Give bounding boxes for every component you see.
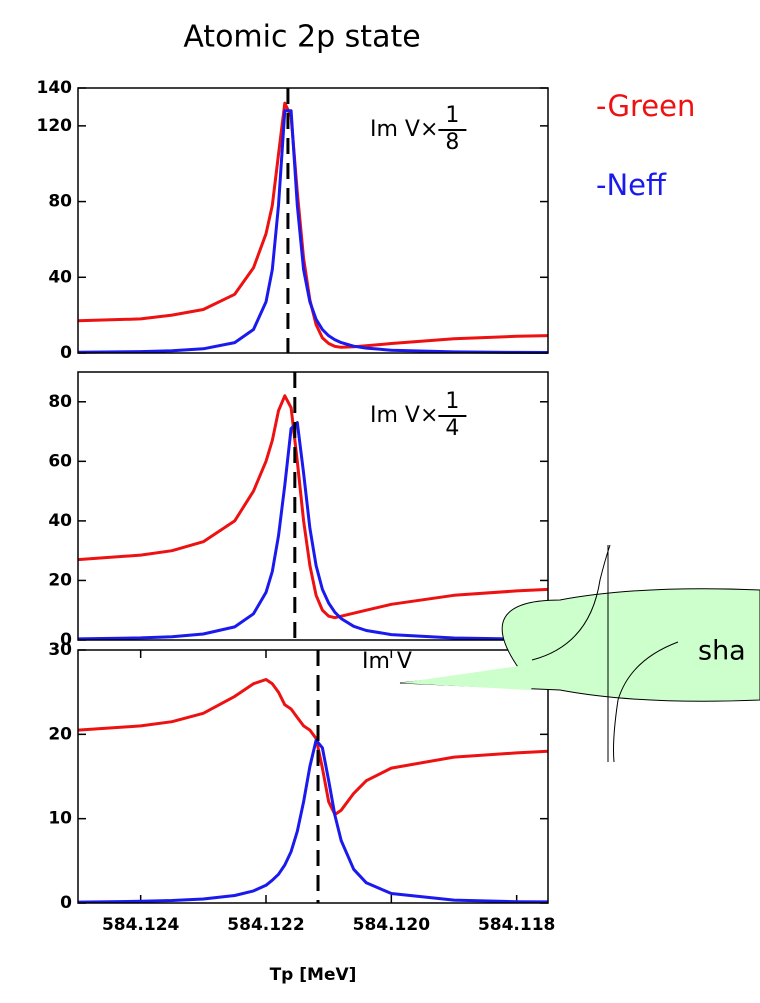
callout: sha bbox=[399, 544, 760, 763]
sketch-curve bbox=[613, 641, 679, 763]
callout-text: sha bbox=[698, 636, 746, 667]
legend-entry: -Green bbox=[596, 89, 695, 123]
plot-frame bbox=[77, 649, 549, 904]
series-line bbox=[77, 109, 549, 354]
y-tick-label: 0 bbox=[60, 343, 72, 363]
fraction-numerator: 1 bbox=[445, 103, 459, 128]
y-tick-label: 0 bbox=[60, 893, 72, 913]
x-tick-label: 584.122 bbox=[227, 915, 304, 935]
y-tick-label: 0 bbox=[60, 630, 72, 650]
panel-annotation: Im V bbox=[362, 649, 412, 674]
series-line bbox=[77, 678, 549, 816]
x-tick-label: 584.124 bbox=[102, 915, 180, 935]
slide-title: Atomic 2p state bbox=[183, 20, 420, 55]
plot-frame bbox=[77, 87, 549, 354]
y-tick-label: 60 bbox=[48, 451, 72, 471]
callout-tail bbox=[400, 660, 560, 690]
y-tick-label: 40 bbox=[48, 267, 72, 287]
y-tick-label: 40 bbox=[48, 511, 72, 531]
panel-annotation: Im V× bbox=[370, 117, 438, 142]
fraction-denominator: 4 bbox=[445, 416, 459, 441]
plot-frame bbox=[77, 371, 549, 641]
y-tick-label: 30 bbox=[48, 640, 72, 660]
y-tick-label: 80 bbox=[48, 192, 72, 212]
sketch-curve bbox=[531, 544, 611, 661]
x-tick-label: 584.120 bbox=[353, 915, 431, 935]
callout-bubble bbox=[399, 588, 760, 702]
y-tick-label: 20 bbox=[48, 570, 72, 590]
series-line bbox=[77, 394, 549, 620]
legend-entry: -Neff bbox=[596, 168, 667, 202]
x-tick-label: 584.118 bbox=[478, 915, 555, 935]
y-tick-label: 80 bbox=[48, 392, 72, 412]
fraction-denominator: 8 bbox=[445, 130, 459, 155]
y-tick-label: 140 bbox=[37, 78, 73, 98]
x-axis-label: Tp [MeV] bbox=[270, 965, 357, 985]
y-tick-label: 120 bbox=[37, 116, 73, 136]
y-tick-label: 20 bbox=[48, 724, 72, 744]
series-line bbox=[77, 421, 549, 641]
panel-annotation: Im V× bbox=[370, 403, 438, 428]
series-line bbox=[77, 738, 549, 904]
y-tick-label: 10 bbox=[48, 809, 72, 829]
fraction-numerator: 1 bbox=[445, 389, 459, 414]
